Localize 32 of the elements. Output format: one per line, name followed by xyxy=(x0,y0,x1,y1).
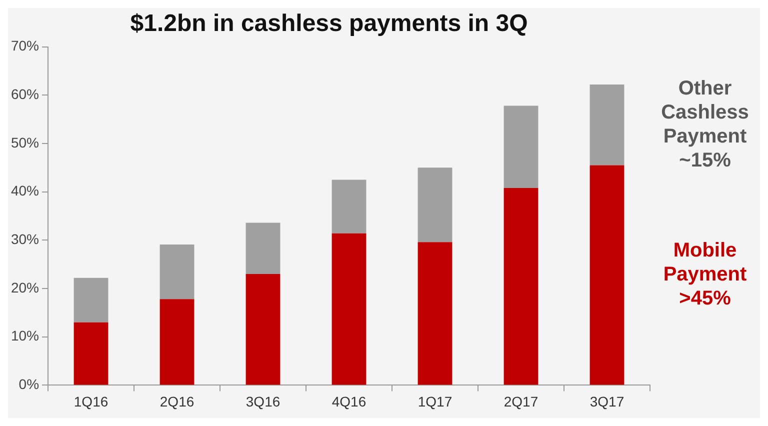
x-tick-label: 4Q16 xyxy=(332,393,366,410)
bar xyxy=(246,274,280,385)
x-tick-label: 2Q16 xyxy=(160,393,194,410)
chart-title: $1.2bn in cashless payments in 3Q xyxy=(130,10,528,38)
x-tick-label: 3Q17 xyxy=(590,393,624,410)
series-label: Mobile Payment >45% xyxy=(663,240,748,310)
bar xyxy=(590,84,624,166)
y-tick-label: 40% xyxy=(10,182,40,199)
bar xyxy=(160,244,194,300)
bar xyxy=(246,222,280,274)
y-tick-label: 0% xyxy=(18,376,40,392)
bar xyxy=(590,165,624,385)
bar xyxy=(418,242,452,385)
bar xyxy=(504,106,538,188)
bar xyxy=(504,188,538,385)
y-tick-label: 60% xyxy=(10,86,40,102)
bar xyxy=(160,299,194,385)
x-tick-label: 1Q16 xyxy=(74,393,108,410)
bar xyxy=(332,233,366,385)
y-tick-label: 20% xyxy=(10,279,40,296)
bar xyxy=(418,168,452,242)
y-tick-label: 70% xyxy=(10,38,40,54)
x-tick-label: 1Q17 xyxy=(418,393,452,410)
y-tick-label: 30% xyxy=(10,231,40,248)
x-tick-label: 2Q17 xyxy=(504,393,538,410)
bar xyxy=(332,180,366,234)
series-label: Other Cashless Payment ~15% xyxy=(661,77,749,172)
bar xyxy=(74,322,108,385)
bar xyxy=(74,278,108,322)
y-tick-label: 50% xyxy=(10,134,40,150)
x-tick-label: 3Q16 xyxy=(246,393,280,410)
y-tick-label: 10% xyxy=(10,328,40,344)
